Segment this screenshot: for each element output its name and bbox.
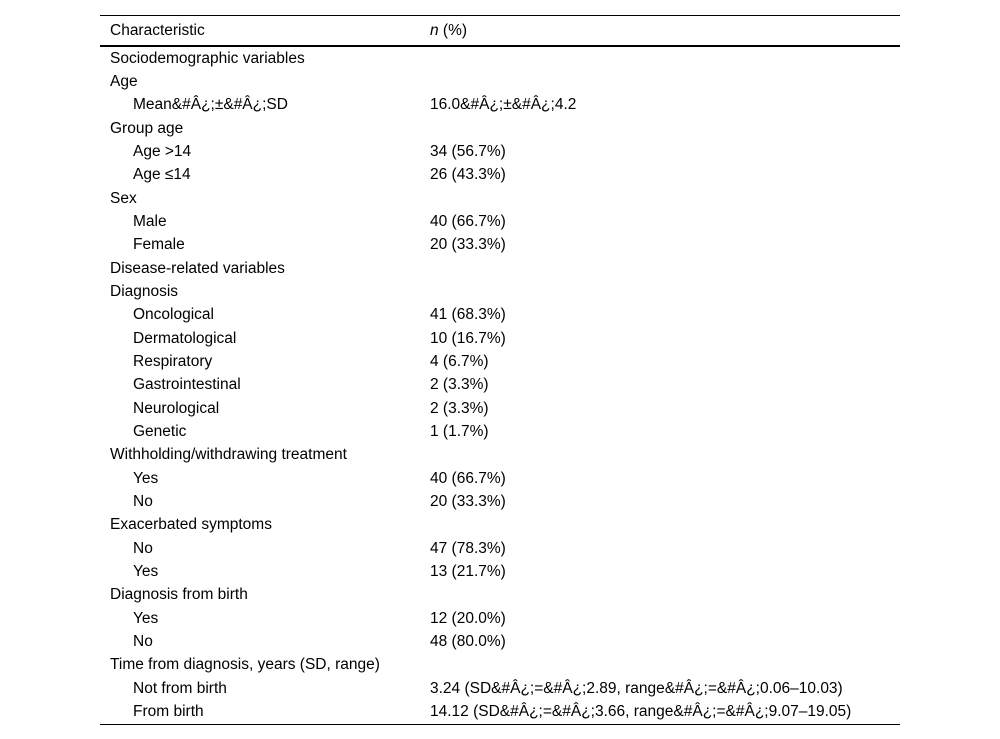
table-row: Time from diagnosis, years (SD, range) bbox=[100, 654, 900, 677]
characteristic-cell: Yes bbox=[133, 562, 159, 580]
value-cell: 2 (3.3%) bbox=[430, 376, 489, 394]
table-top-rule bbox=[100, 15, 900, 16]
table-row: Gastrointestinal 2 (3.3%) bbox=[100, 374, 900, 397]
table-row: Neurological 2 (3.3%) bbox=[100, 397, 900, 420]
characteristic-cell: Mean&#Â¿;±&#Â¿;SD bbox=[133, 96, 288, 114]
table-row: No 20 (33.3%) bbox=[100, 490, 900, 513]
table-row: Genetic 1 (1.7%) bbox=[100, 420, 900, 443]
table-row: From birth 14.12 (SD&#Â¿;=&#Â¿;3.66, rang… bbox=[100, 700, 900, 723]
table-body: Sociodemographic variables Age Mean&#Â¿;±&… bbox=[100, 47, 900, 724]
value-cell: 40 (66.7%) bbox=[430, 469, 506, 487]
table-row: Dermatological 10 (16.7%) bbox=[100, 327, 900, 350]
table-row: No 48 (80.0%) bbox=[100, 630, 900, 653]
characteristic-cell: No bbox=[133, 632, 153, 650]
characteristic-cell: Diagnosis bbox=[110, 282, 179, 300]
characteristic-cell: Not from birth bbox=[133, 679, 227, 697]
value-cell: 10 (16.7%) bbox=[430, 329, 506, 347]
value-cell: 4 (6.7%) bbox=[430, 352, 489, 370]
table-row: Male 40 (66.7%) bbox=[100, 210, 900, 233]
table-row: No 47 (78.3%) bbox=[100, 537, 900, 560]
characteristic-cell: Male bbox=[133, 212, 167, 230]
characteristic-cell: Age >14 bbox=[133, 142, 192, 160]
value-cell: 13 (21.7%) bbox=[430, 562, 506, 580]
characteristic-cell: No bbox=[133, 492, 153, 510]
table-row: Yes 40 (66.7%) bbox=[100, 467, 900, 490]
table-row: Disease-related variables bbox=[100, 257, 900, 280]
characteristic-cell: Female bbox=[133, 236, 185, 254]
table-row: Diagnosis bbox=[100, 280, 900, 303]
table-row: Withholding/withdrawing treatment bbox=[100, 444, 900, 467]
table-header-rule bbox=[100, 45, 900, 47]
table-row: Sociodemographic variables bbox=[100, 47, 900, 70]
characteristic-cell: Oncological bbox=[133, 306, 214, 324]
characteristic-cell: Age ≤14 bbox=[133, 166, 191, 184]
value-cell: 48 (80.0%) bbox=[430, 632, 506, 650]
characteristic-cell: No bbox=[133, 539, 153, 557]
characteristic-cell: Exacerbated symptoms bbox=[110, 516, 272, 534]
table-row: Sex bbox=[100, 187, 900, 210]
value-cell: 12 (20.0%) bbox=[430, 609, 506, 627]
characteristic-cell: Disease-related variables bbox=[110, 259, 285, 277]
characteristic-cell: Genetic bbox=[133, 422, 187, 440]
value-cell: 40 (66.7%) bbox=[430, 212, 506, 230]
table-row: Age ≤14 26 (43.3%) bbox=[100, 164, 900, 187]
characteristic-cell: Time from diagnosis, years (SD, range) bbox=[110, 656, 380, 674]
table-row: Yes 12 (20.0%) bbox=[100, 607, 900, 630]
column-header-characteristic: Characteristic bbox=[110, 21, 205, 39]
characteristic-cell: Dermatological bbox=[133, 329, 237, 347]
table-row: Diagnosis from birth bbox=[100, 584, 900, 607]
characteristic-cell: Group age bbox=[110, 119, 184, 137]
value-cell: 20 (33.3%) bbox=[430, 492, 506, 510]
characteristic-cell: Yes bbox=[133, 469, 159, 487]
characteristics-table: Characteristic n (%) Sociodemographic va… bbox=[100, 15, 900, 725]
characteristic-cell: Neurological bbox=[133, 399, 220, 417]
characteristic-cell: Yes bbox=[133, 609, 159, 627]
table-row: Mean&#Â¿;±&#Â¿;SD 16.0&#Â¿;±&#Â¿;4.2 bbox=[100, 94, 900, 117]
table-row: Female 20 (33.3%) bbox=[100, 234, 900, 257]
characteristic-cell: Diagnosis from birth bbox=[110, 586, 248, 604]
table-row: Not from birth 3.24 (SD&#Â¿;=&#Â¿;2.89, r… bbox=[100, 677, 900, 700]
table-row: Age >14 34 (56.7%) bbox=[100, 140, 900, 163]
table-row: Yes 13 (21.7%) bbox=[100, 560, 900, 583]
value-cell: 41 (68.3%) bbox=[430, 306, 506, 324]
characteristic-cell: Sex bbox=[110, 189, 137, 207]
value-cell: 16.0&#Â¿;±&#Â¿;4.2 bbox=[430, 96, 577, 114]
table-row: Respiratory 4 (6.7%) bbox=[100, 350, 900, 373]
characteristic-cell: Sociodemographic variables bbox=[110, 49, 305, 67]
characteristic-cell: Withholding/withdrawing treatment bbox=[110, 446, 347, 464]
value-cell: 34 (56.7%) bbox=[430, 142, 506, 160]
characteristic-cell: Age bbox=[110, 72, 138, 90]
table-bottom-rule bbox=[100, 723, 900, 725]
table-row: Group age bbox=[100, 117, 900, 140]
characteristic-cell: Gastrointestinal bbox=[133, 376, 241, 394]
value-cell: 1 (1.7%) bbox=[430, 422, 489, 440]
n-italic-symbol: n bbox=[430, 21, 439, 39]
value-cell: 47 (78.3%) bbox=[430, 539, 506, 557]
value-cell: 14.12 (SD&#Â¿;=&#Â¿;3.66, range&#Â¿;=&#Â… bbox=[430, 702, 852, 720]
value-cell: 3.24 (SD&#Â¿;=&#Â¿;2.89, range&#Â¿;=&#Â¿… bbox=[430, 679, 843, 697]
table-row: Exacerbated symptoms bbox=[100, 514, 900, 537]
n-percent-suffix: (%) bbox=[438, 21, 468, 39]
column-header-n-percent: n (%) bbox=[430, 22, 900, 40]
table-row: Age bbox=[100, 70, 900, 93]
characteristic-cell: Respiratory bbox=[133, 352, 213, 370]
table-row: Oncological 41 (68.3%) bbox=[100, 304, 900, 327]
value-cell: 2 (3.3%) bbox=[430, 399, 489, 417]
value-cell: 20 (33.3%) bbox=[430, 236, 506, 254]
table-header: Characteristic n (%) bbox=[100, 16, 900, 45]
characteristic-cell: From birth bbox=[133, 702, 204, 720]
value-cell: 26 (43.3%) bbox=[430, 166, 506, 184]
